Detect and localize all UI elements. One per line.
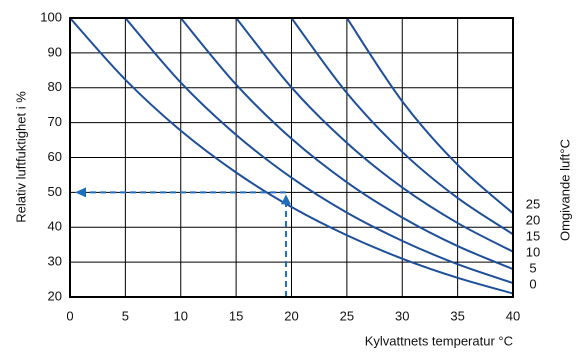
x-tick-label: 0: [66, 308, 73, 323]
x-tick-label: 40: [506, 308, 520, 323]
y-tick-label: 40: [48, 219, 62, 234]
example-arrow-left: [75, 187, 86, 198]
example-arrow-up: [280, 194, 291, 205]
x-tick-label: 25: [340, 308, 354, 323]
legend-title: Omgivande luft°C: [557, 139, 572, 241]
plot-border: [69, 17, 514, 298]
curve: [346, 18, 513, 215]
legend-label: 0: [529, 276, 536, 291]
curve: [290, 18, 513, 236]
y-axis-label: Relativ luftfuktighet i %: [13, 91, 28, 223]
x-tick-label: 30: [395, 308, 409, 323]
x-tick-label: 35: [450, 308, 464, 323]
legend-label: 15: [526, 228, 540, 243]
x-tick-label: 10: [174, 308, 188, 323]
curve: [179, 18, 513, 271]
curve: [70, 18, 513, 295]
y-tick-label: 100: [40, 9, 62, 24]
legend-label: 5: [529, 260, 536, 275]
y-tick-label: 90: [48, 44, 62, 59]
x-tick-label: 5: [122, 308, 129, 323]
legend-label: 25: [526, 196, 540, 211]
y-tick-label: 50: [48, 184, 62, 199]
y-tick-label: 80: [48, 79, 62, 94]
x-tick-label: 20: [284, 308, 298, 323]
y-tick-label: 20: [48, 288, 62, 303]
y-tick-label: 70: [48, 114, 62, 129]
curve: [235, 18, 513, 253]
legend-label: 10: [526, 244, 540, 259]
x-axis-label: Kylvattnets temperatur °C: [365, 333, 513, 348]
curve: [124, 18, 513, 284]
y-tick-label: 60: [48, 149, 62, 164]
y-tick-label: 30: [48, 254, 62, 269]
legend-label: 20: [526, 212, 540, 227]
x-tick-label: 15: [229, 308, 243, 323]
